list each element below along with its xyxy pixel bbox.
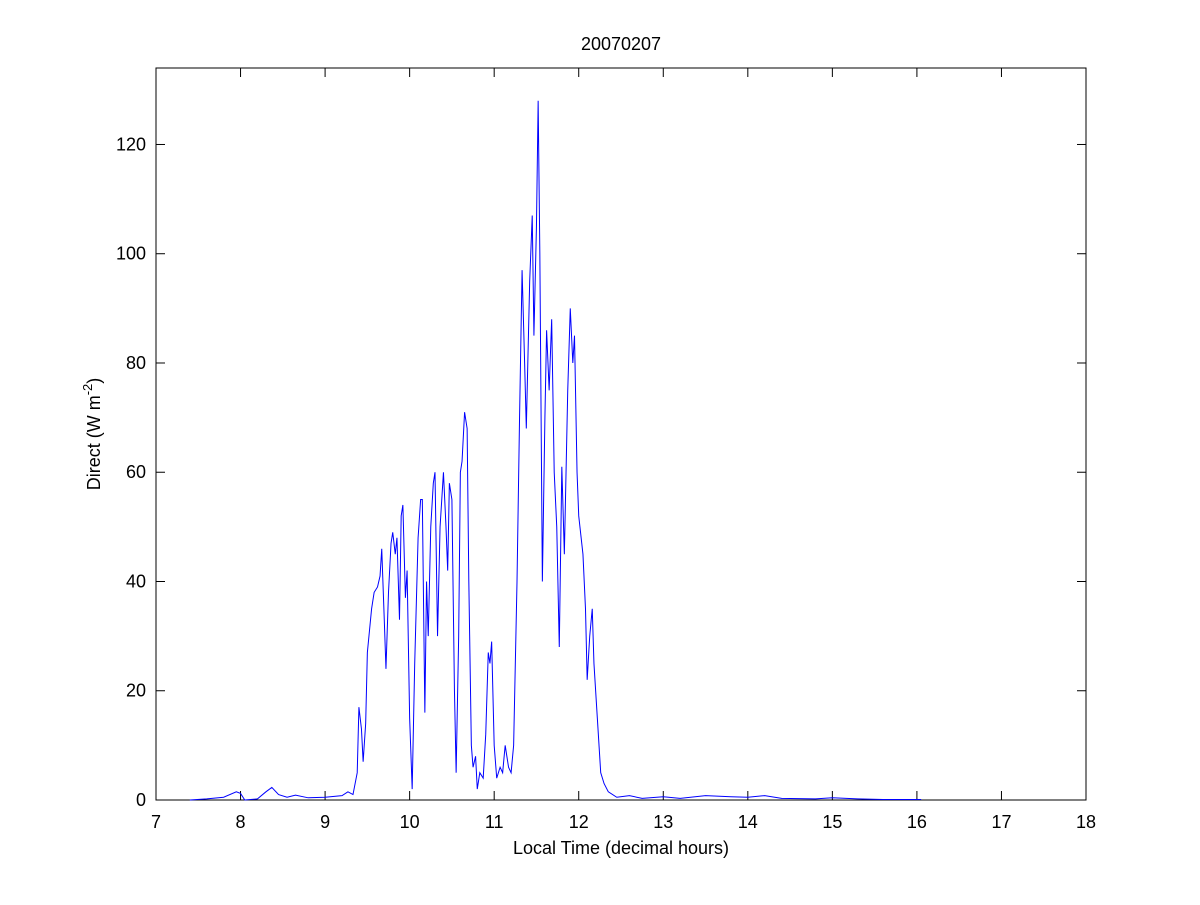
y-tick-label: 120 [116,134,146,154]
y-axis-label-main: Direct (W m [84,395,104,490]
y-tick-label: 80 [126,353,146,373]
x-tick-label: 12 [569,812,589,832]
x-tick-label: 17 [991,812,1011,832]
x-tick-label: 15 [822,812,842,832]
y-axis-label: Direct (W m-2) [80,378,104,491]
y-axis-label-end: ) [84,378,104,384]
x-tick-label: 9 [320,812,330,832]
x-tick-label: 8 [236,812,246,832]
y-tick-label: 40 [126,571,146,591]
x-tick-label: 10 [400,812,420,832]
y-axis-label-sup: -2 [80,384,95,396]
y-tick-label: 20 [126,681,146,701]
x-axis-label: Local Time (decimal hours) [513,838,729,858]
x-tick-label: 11 [485,812,504,832]
x-tick-label: 14 [738,812,758,832]
plot-area [155,67,1087,801]
y-tick-label: 100 [116,244,146,264]
data-line [189,100,922,801]
x-tick-label: 16 [907,812,927,832]
x-tick-label: 7 [151,812,161,832]
y-tick-label: 60 [126,462,146,482]
x-tick-label: 18 [1076,812,1096,832]
x-tick-label: 13 [653,812,673,832]
chart-title: 20070207 [581,34,661,54]
y-tick-label: 0 [136,790,146,810]
